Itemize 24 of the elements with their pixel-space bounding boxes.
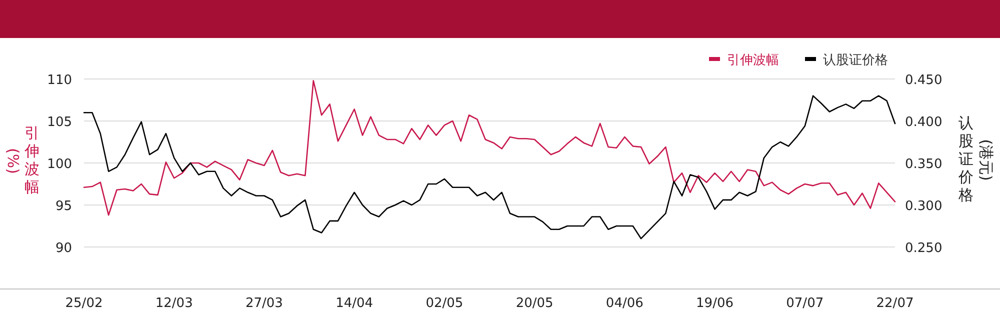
x-tick-label: 04/06: [606, 296, 644, 311]
y2-tick-label: 0.400: [905, 115, 942, 130]
x-tick-label: 20/05: [516, 296, 554, 311]
x-tick-label: 07/07: [786, 296, 824, 311]
y-tick-label: 105: [47, 115, 72, 130]
line-series: [83, 95, 896, 240]
legend-label: 认股证价格: [823, 53, 888, 68]
y2-tick-label: 0.250: [905, 241, 942, 256]
x-tick-label: 22/07: [876, 296, 914, 311]
x-tick-label: 19/06: [696, 296, 734, 311]
x-tick-label: 02/05: [426, 296, 464, 311]
y-tick-label: 90: [55, 241, 72, 256]
x-tick-label: 25/02: [65, 296, 103, 311]
y2-tick-label: 0.300: [905, 199, 942, 214]
x-tick-label: 27/03: [245, 296, 283, 311]
y2-tick-label: 0.350: [905, 157, 942, 172]
y-tick-label: 100: [47, 157, 72, 172]
x-tick-label: 12/03: [155, 296, 193, 311]
line-series: [83, 80, 896, 216]
x-tick-label: 14/04: [336, 296, 374, 311]
y-tick-label: 95: [55, 199, 72, 214]
y2-tick-label: 0.450: [905, 73, 942, 88]
legend-label: 引伸波幅: [727, 53, 779, 68]
y-tick-label: 110: [47, 73, 72, 88]
